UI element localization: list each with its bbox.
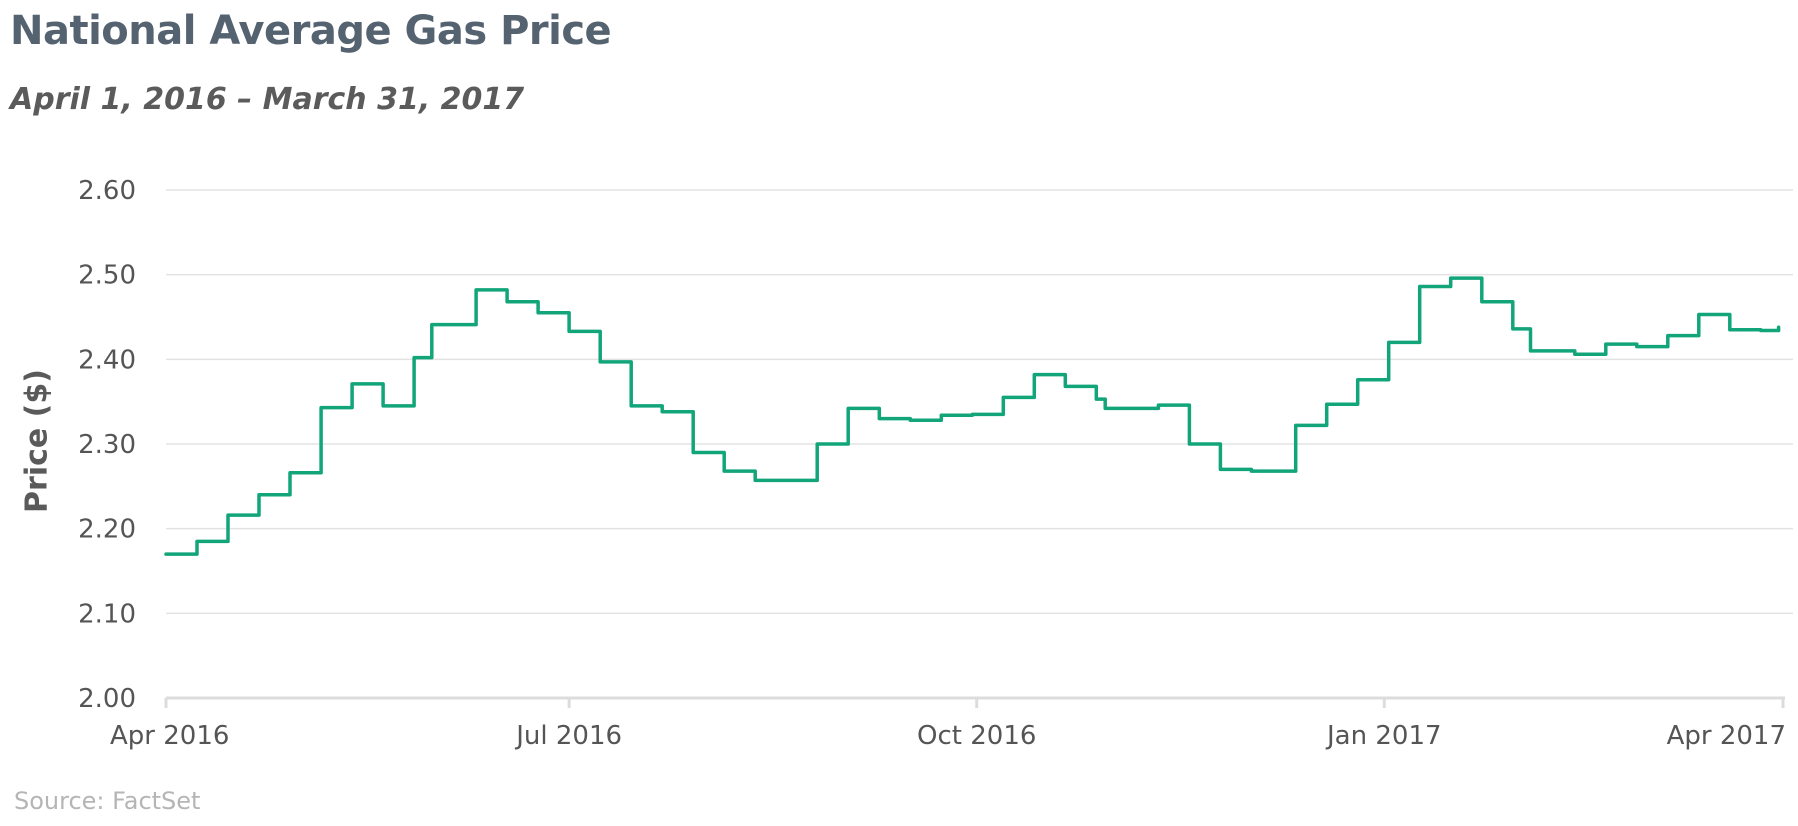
y-tick-label: 2.20: [78, 515, 136, 545]
y-tick-label: 2.50: [78, 261, 136, 291]
y-tick-label: 2.00: [78, 684, 136, 714]
gridlines: [166, 189, 1793, 615]
series-line: [164, 276, 1781, 556]
x-tick-label: Jul 2016: [514, 721, 622, 751]
x-tick-label: Jan 2017: [1325, 721, 1442, 751]
y-tick-label: 2.60: [78, 176, 136, 206]
x-tick-label: Apr 2017: [1667, 721, 1786, 751]
chart-title: National Average Gas Price: [10, 8, 612, 54]
y-tick-label: 2.10: [78, 599, 136, 629]
y-axis: 2.00 2.10 2.20 2.30 2.40 2.50 2.60: [78, 176, 136, 714]
source-note: Source: FactSet: [14, 787, 201, 815]
series-layer: [164, 276, 1781, 556]
y-axis-label: Price ($): [20, 369, 55, 513]
chart-subtitle: April 1, 2016 – March 31, 2017: [10, 82, 525, 117]
x-tick-label: Apr 2016: [110, 721, 229, 751]
y-tick-label: 2.40: [78, 345, 136, 375]
x-tick-label: Oct 2016: [917, 721, 1036, 751]
y-tick-label: 2.30: [78, 430, 136, 460]
x-axis-labels: Apr 2016 Jul 2016 Oct 2016 Jan 2017 Apr 2017: [110, 698, 1786, 751]
